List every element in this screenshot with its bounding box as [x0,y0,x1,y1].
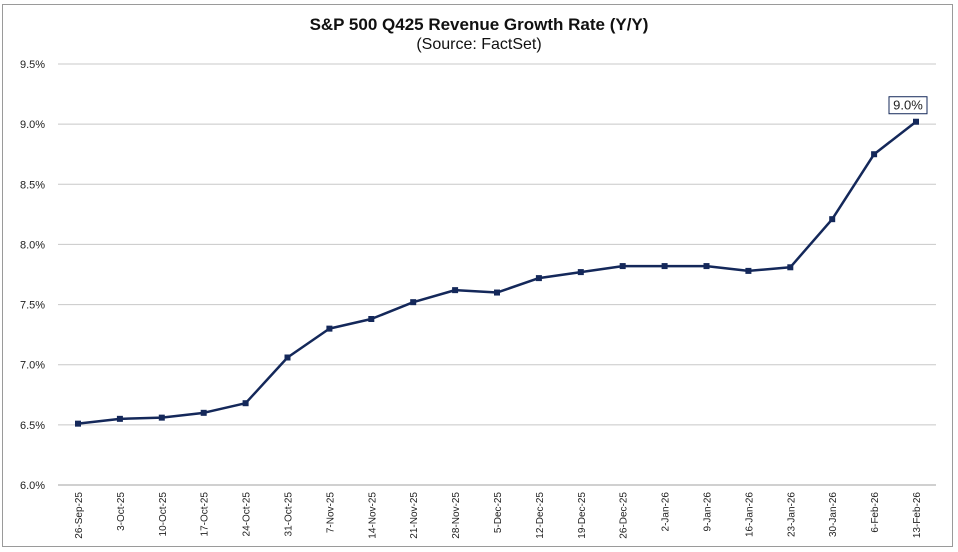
data-point [200,409,207,416]
x-tick-label: 10-Oct-25 [158,492,169,537]
x-tick-label: 12-Dec-25 [535,492,546,539]
data-point [410,299,417,306]
data-point [535,275,542,282]
x-tick-label: 23-Jan-26 [786,492,797,537]
x-tick-label: 5-Dec-25 [493,492,504,534]
x-tick-label: 19-Dec-25 [577,492,588,539]
data-point [284,354,291,361]
y-tick-label: 8.0% [20,239,45,251]
x-tick-label: 17-Oct-25 [200,492,211,537]
data-point [116,415,123,422]
chart-subtitle: (Source: FactSet) [416,36,542,53]
data-point [368,316,375,323]
x-tick-label: 31-Oct-25 [284,492,295,537]
y-tick-label: 9.0% [20,119,45,131]
data-point [75,420,81,427]
data-point [703,263,710,270]
x-tick-label: 3-Oct-25 [116,492,127,531]
y-tick-label: 6.0% [20,480,45,492]
data-label-box [888,96,928,115]
x-tick-label: 9-Jan-26 [703,492,714,532]
x-tick-label: 7-Nov-25 [325,492,336,534]
x-tick-label: 24-Oct-25 [242,492,253,537]
y-tick-label: 8.5% [20,179,45,191]
data-point [494,289,500,296]
x-tick-label: 28-Nov-25 [451,492,462,539]
data-point [871,151,878,158]
data-point [577,269,584,276]
data-point [326,325,333,332]
data-point [787,264,794,271]
data-point [619,263,626,270]
data-point [452,287,459,294]
chart-frame [2,4,953,547]
y-tick-label: 7.5% [20,300,45,312]
x-tick-label: 30-Jan-26 [828,492,839,537]
x-tick-label: 13-Feb-26 [912,492,923,539]
data-label: 9.0% [893,98,923,113]
x-tick-label: 21-Nov-25 [409,492,420,539]
x-tick-label: 6-Feb-26 [870,492,881,533]
data-point [913,118,919,125]
x-tick-label: 14-Nov-25 [367,492,378,539]
x-tick-label: 26-Sep-25 [74,492,85,539]
data-point [158,414,165,421]
data-point [829,216,836,223]
data-point [242,400,249,407]
x-tick-label: 16-Jan-26 [744,492,755,537]
series-line [77,120,917,425]
x-tick-label: 26-Dec-25 [619,492,630,539]
y-tick-label: 7.0% [20,360,45,372]
x-tick-label: 2-Jan-26 [661,492,672,532]
y-tick-label: 9.5% [20,59,45,71]
y-tick-label: 6.5% [20,420,45,432]
data-point [661,263,668,270]
data-point [745,267,752,274]
chart-title: S&P 500 Q425 Revenue Growth Rate (Y/Y) [309,15,649,34]
